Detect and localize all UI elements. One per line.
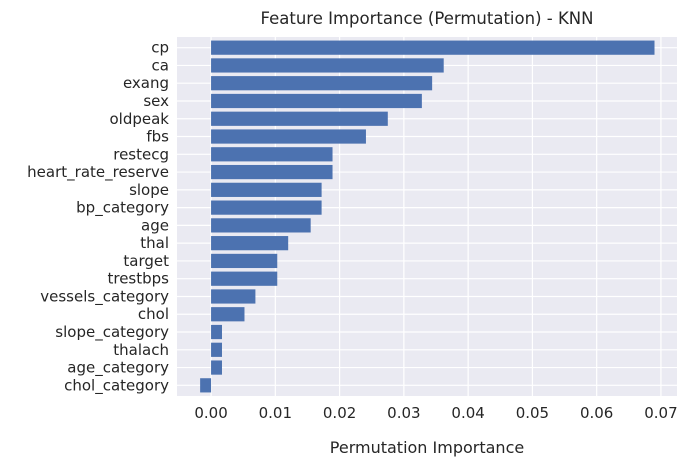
y-tick-label: thalach [113, 341, 169, 359]
y-tick-label: trestbps [107, 270, 169, 288]
x-tick-label: 0.05 [516, 404, 549, 422]
bar-fbs [211, 129, 366, 144]
bar-thalach [211, 342, 222, 357]
bar-age [211, 218, 311, 233]
y-tick-label: age_category [67, 359, 169, 378]
bar-oldpeak [211, 111, 388, 126]
bar-chol_category [200, 378, 212, 393]
bar-restecg [211, 147, 333, 162]
y-tick-label: ca [152, 56, 169, 74]
x-tick-label: 0.04 [451, 404, 484, 422]
bar-slope [211, 182, 322, 197]
bar-cp [211, 40, 655, 55]
y-tick-label: restecg [113, 145, 169, 163]
y-tick-labels: cpcaexangsexoldpeakfbsrestecgheart_rate_… [27, 39, 169, 396]
bar-ca [211, 58, 444, 73]
y-tick-label: exang [123, 74, 169, 92]
bar-exang [211, 76, 433, 91]
x-tick-label: 0.07 [644, 404, 677, 422]
bars [200, 40, 655, 393]
x-tick-label: 0.00 [194, 404, 227, 422]
bar-chol [211, 307, 245, 322]
x-tick-labels: 0.00 0.01 0.02 0.03 0.04 0.05 0.06 0.07 [194, 404, 677, 422]
x-tick-label: 0.02 [323, 404, 356, 422]
y-tick-label: bp_category [76, 199, 169, 218]
bar-vessels_category [211, 289, 256, 304]
y-tick-label: thal [140, 234, 169, 252]
y-tick-label: slope_category [55, 323, 169, 342]
y-tick-label: sex [143, 92, 169, 110]
bar-thal [211, 236, 289, 251]
y-tick-label: age [141, 216, 169, 234]
bar-target [211, 253, 278, 269]
x-axis-label: Permutation Importance [330, 438, 524, 457]
y-tick-label: vessels_category [40, 287, 169, 306]
bar-bp_category [211, 200, 322, 215]
bar-trestbps [211, 271, 278, 286]
plot-area [177, 37, 677, 396]
y-tick-label: cp [151, 39, 169, 57]
bar-sex [211, 93, 422, 109]
y-tick-label: target [123, 252, 169, 270]
chart-title: Feature Importance (Permutation) - KNN [261, 9, 594, 28]
y-tick-label: slope [129, 181, 169, 199]
y-tick-label: oldpeak [110, 110, 170, 128]
bar-heart_rate_reserve [211, 164, 333, 180]
y-tick-label: fbs [146, 128, 169, 146]
y-tick-label: chol_category [64, 376, 169, 395]
x-tick-label: 0.03 [387, 404, 420, 422]
y-tick-label: chol [138, 305, 169, 323]
bar-age_category [211, 360, 222, 375]
y-tick-label: heart_rate_reserve [27, 163, 169, 182]
x-tick-label: 0.01 [259, 404, 292, 422]
x-tick-label: 0.06 [580, 404, 613, 422]
bar-slope_category [211, 324, 222, 340]
